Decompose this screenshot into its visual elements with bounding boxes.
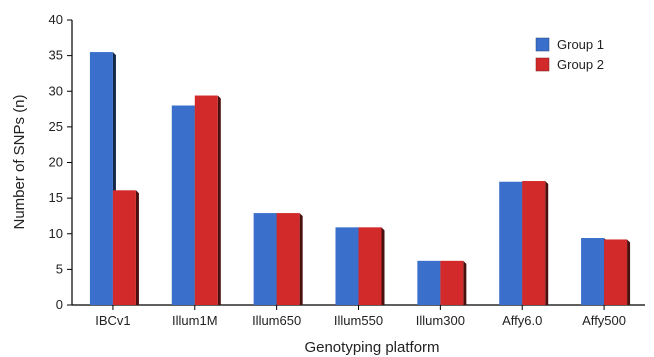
- bar-side: [463, 260, 467, 305]
- bar: [276, 213, 300, 305]
- legend-swatch: [535, 57, 550, 72]
- bar: [112, 190, 136, 305]
- bar: [194, 95, 218, 306]
- x-tick-label: IBCv1: [95, 313, 130, 328]
- y-tick-label: 35: [49, 48, 63, 63]
- bar: [417, 260, 441, 305]
- bar-side: [217, 95, 221, 306]
- bar: [171, 105, 195, 305]
- bar: [604, 239, 628, 305]
- legend-label: Group 2: [557, 57, 604, 72]
- y-axis-title: Number of SNPs (n): [11, 94, 28, 229]
- x-tick-label: Illum550: [334, 313, 383, 328]
- bar-side: [545, 181, 549, 305]
- x-tick-label: Illum1M: [172, 313, 218, 328]
- legend-swatch: [535, 37, 550, 52]
- y-tick-label: 25: [49, 119, 63, 134]
- x-tick-label: Affy500: [582, 313, 626, 328]
- bar-side: [299, 213, 303, 305]
- legend-label: Group 1: [557, 37, 604, 52]
- bar: [89, 52, 113, 305]
- bar: [335, 227, 359, 305]
- bar-side: [381, 227, 385, 305]
- bar-side: [627, 239, 631, 305]
- x-tick-label: Illum300: [416, 313, 465, 328]
- x-tick-label: Affy6.0: [502, 313, 542, 328]
- bar: [522, 181, 546, 305]
- bar: [253, 213, 277, 305]
- x-axis-title: Genotyping platform: [304, 339, 439, 356]
- y-tick-label: 15: [49, 190, 63, 205]
- bar: [499, 181, 523, 305]
- y-tick-label: 30: [49, 83, 63, 98]
- y-tick-label: 0: [56, 297, 63, 312]
- bar: [358, 227, 382, 305]
- bar: [440, 260, 464, 305]
- bar: [581, 238, 605, 305]
- plot-area: 0 5 10 15 20 25 30 35 40 IBCv1 Illum1M Illum650 Illu…: [49, 12, 645, 328]
- x-tick-label: Illum650: [252, 313, 301, 328]
- y-tick-label: 20: [49, 155, 63, 170]
- y-tick-label: 10: [49, 226, 63, 241]
- y-tick-label: 5: [56, 261, 63, 276]
- y-tick-label: 40: [49, 12, 63, 27]
- bar-side: [135, 190, 139, 305]
